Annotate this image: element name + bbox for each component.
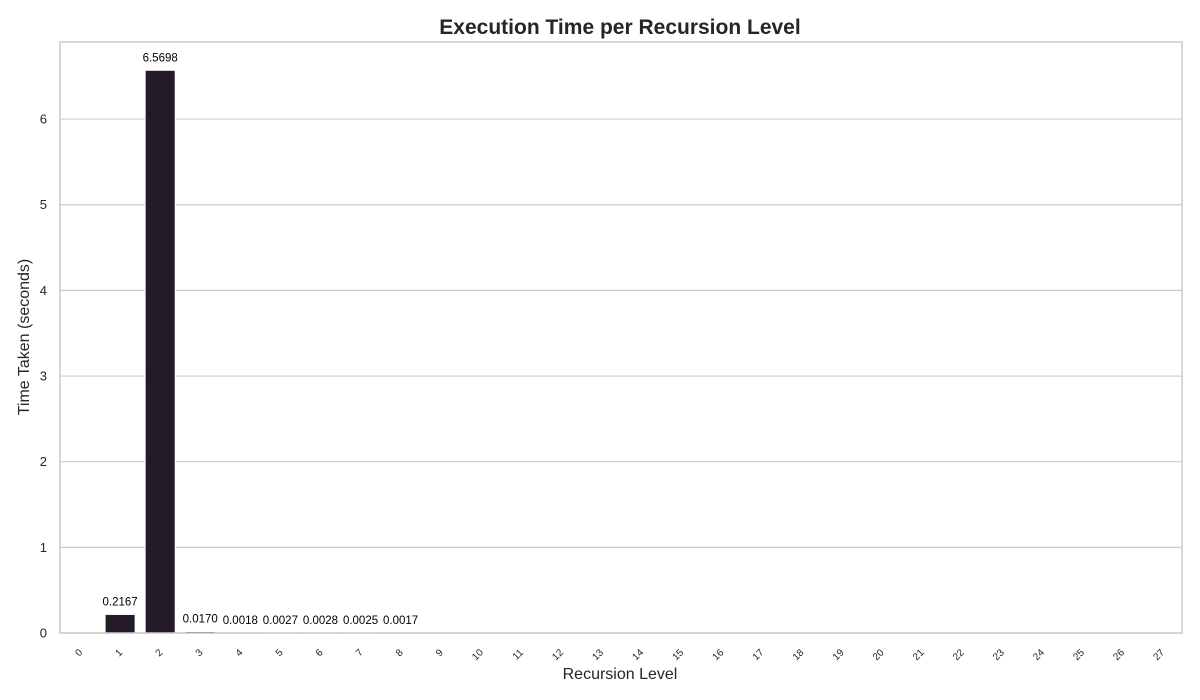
x-tick-label: 26 <box>1111 647 1127 663</box>
x-tick-label: 19 <box>831 647 847 663</box>
y-tick-label: 0 <box>40 626 47 641</box>
x-tick-label: 20 <box>871 647 887 663</box>
y-tick-label: 6 <box>40 112 47 127</box>
x-tick-label: 24 <box>1031 647 1047 663</box>
x-tick-label: 0 <box>73 647 85 659</box>
data-label: 0.0025 <box>343 615 378 627</box>
x-tick-label: 23 <box>991 647 1007 663</box>
y-tick-label: 2 <box>40 454 47 469</box>
bars <box>104 69 417 634</box>
y-axis-label: Time Taken (seconds) <box>16 259 33 416</box>
x-tick-label: 9 <box>434 647 446 659</box>
x-tick-label: 2 <box>154 647 166 659</box>
y-tick-labels: 0 1 2 3 4 5 6 <box>40 112 47 641</box>
data-labels: 0.2167 6.5698 0.0170 0.0018 0.0027 0.0028 0.00… <box>103 52 419 627</box>
plot-frame <box>59 41 1183 634</box>
y-tick-label: 1 <box>40 540 47 555</box>
data-label: 0.0170 <box>183 614 218 626</box>
x-tick-label: 21 <box>911 647 927 663</box>
gridlines <box>60 118 1182 634</box>
x-tick-label: 16 <box>711 647 727 663</box>
x-tick-label: 1 <box>114 647 126 659</box>
data-label: 0.0028 <box>303 615 338 627</box>
x-tick-label: 3 <box>194 647 206 659</box>
x-axis-label: Recursion Level <box>563 666 678 683</box>
data-label: 0.0017 <box>383 615 418 627</box>
x-tick-labels: 0 1 2 3 4 5 6 7 8 9 10 11 12 13 14 15 16 17 18 19 20 21 22 23 24… <box>73 647 1167 663</box>
x-tick-label: 27 <box>1151 647 1167 663</box>
x-tick-label: 13 <box>590 647 606 663</box>
x-tick-label: 4 <box>234 647 246 659</box>
x-tick-label: 8 <box>394 647 406 659</box>
x-tick-label: 12 <box>550 647 566 663</box>
x-tick-label: 14 <box>631 647 647 663</box>
x-tick-label: 10 <box>470 647 486 663</box>
x-tick-label: 6 <box>314 647 326 659</box>
x-tick-label: 11 <box>511 647 526 662</box>
bar <box>144 69 176 634</box>
x-tick-label: 25 <box>1071 647 1087 663</box>
x-tick-label: 15 <box>671 647 687 663</box>
data-label: 0.0027 <box>263 615 298 627</box>
x-tick-label: 7 <box>354 647 366 659</box>
y-tick-label: 5 <box>40 197 47 212</box>
data-label: 6.5698 <box>143 52 178 64</box>
x-tick-label: 22 <box>951 647 967 663</box>
y-tick-label: 3 <box>40 369 47 384</box>
x-tick-label: 5 <box>274 647 286 659</box>
bar <box>104 613 136 634</box>
y-tick-label: 4 <box>40 283 47 298</box>
chart-title: Execution Time per Recursion Level <box>439 16 800 39</box>
x-tick-label: 17 <box>751 647 767 663</box>
x-tick-label: 18 <box>791 647 807 663</box>
data-label: 0.2167 <box>103 596 138 608</box>
data-label: 0.0018 <box>223 615 258 627</box>
